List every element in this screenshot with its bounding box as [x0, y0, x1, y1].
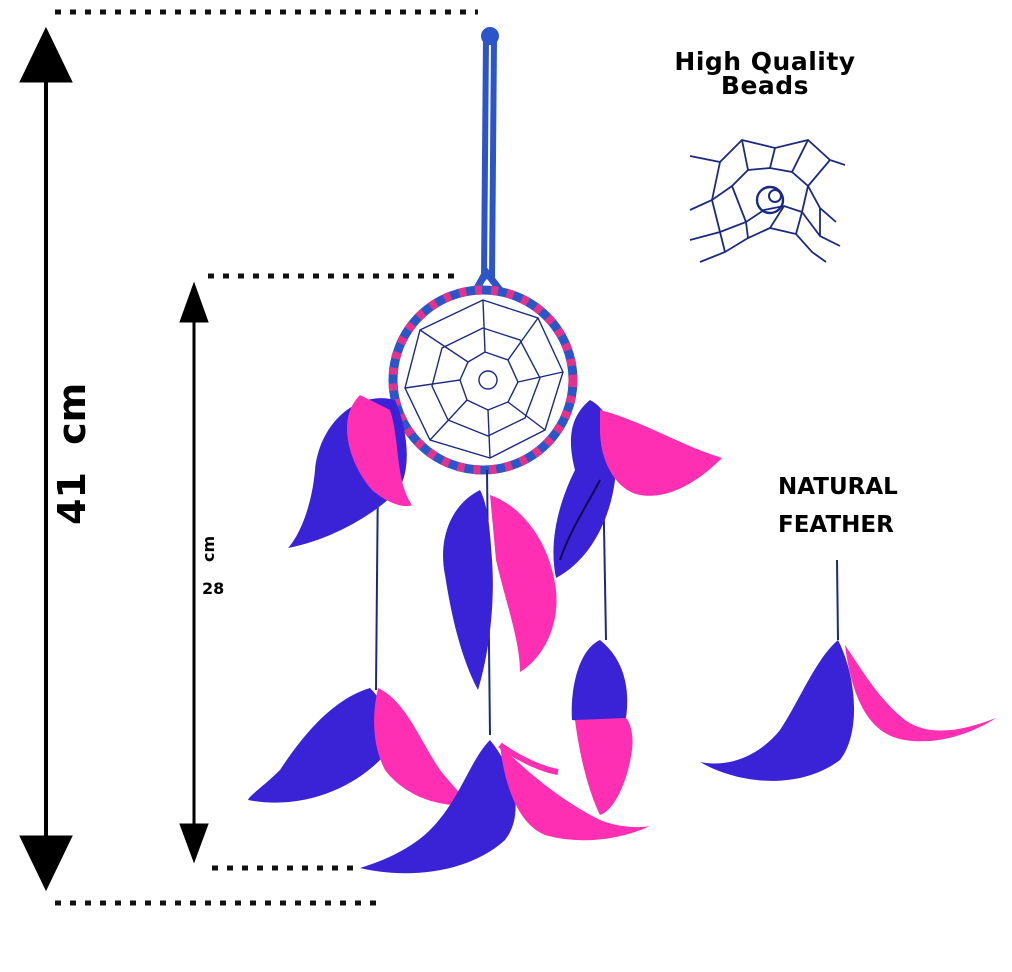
feather-label: NATURAL FEATHER — [778, 468, 898, 544]
feathers — [248, 395, 996, 874]
feather-sample — [700, 640, 855, 781]
hoop-web — [404, 299, 564, 459]
feather-label-line1: NATURAL — [778, 474, 898, 500]
feather-label-line2: FEATHER — [778, 512, 894, 538]
hoop — [388, 285, 578, 475]
beads-heading-line1: High Quality — [674, 47, 856, 76]
feather-middle — [443, 490, 493, 690]
hoop-height-arrow — [179, 281, 209, 864]
feather-lower-left — [248, 688, 390, 803]
feather-lower-center — [360, 740, 516, 874]
beads-heading: High Quality Beads — [640, 47, 890, 100]
bead-web-closeup — [689, 139, 846, 263]
overall-height-label: 41 cm — [50, 382, 94, 525]
dimension-guides — [55, 9, 478, 906]
overall-height-arrow — [19, 26, 73, 892]
feather-right-top — [553, 400, 617, 578]
hoop-height-unit: cm — [199, 535, 218, 562]
hoop-height-value: 28 — [202, 579, 225, 598]
feather-lower-right — [571, 640, 628, 722]
hanging-loop — [472, 27, 504, 294]
beads-heading-line2: Beads — [720, 71, 810, 100]
